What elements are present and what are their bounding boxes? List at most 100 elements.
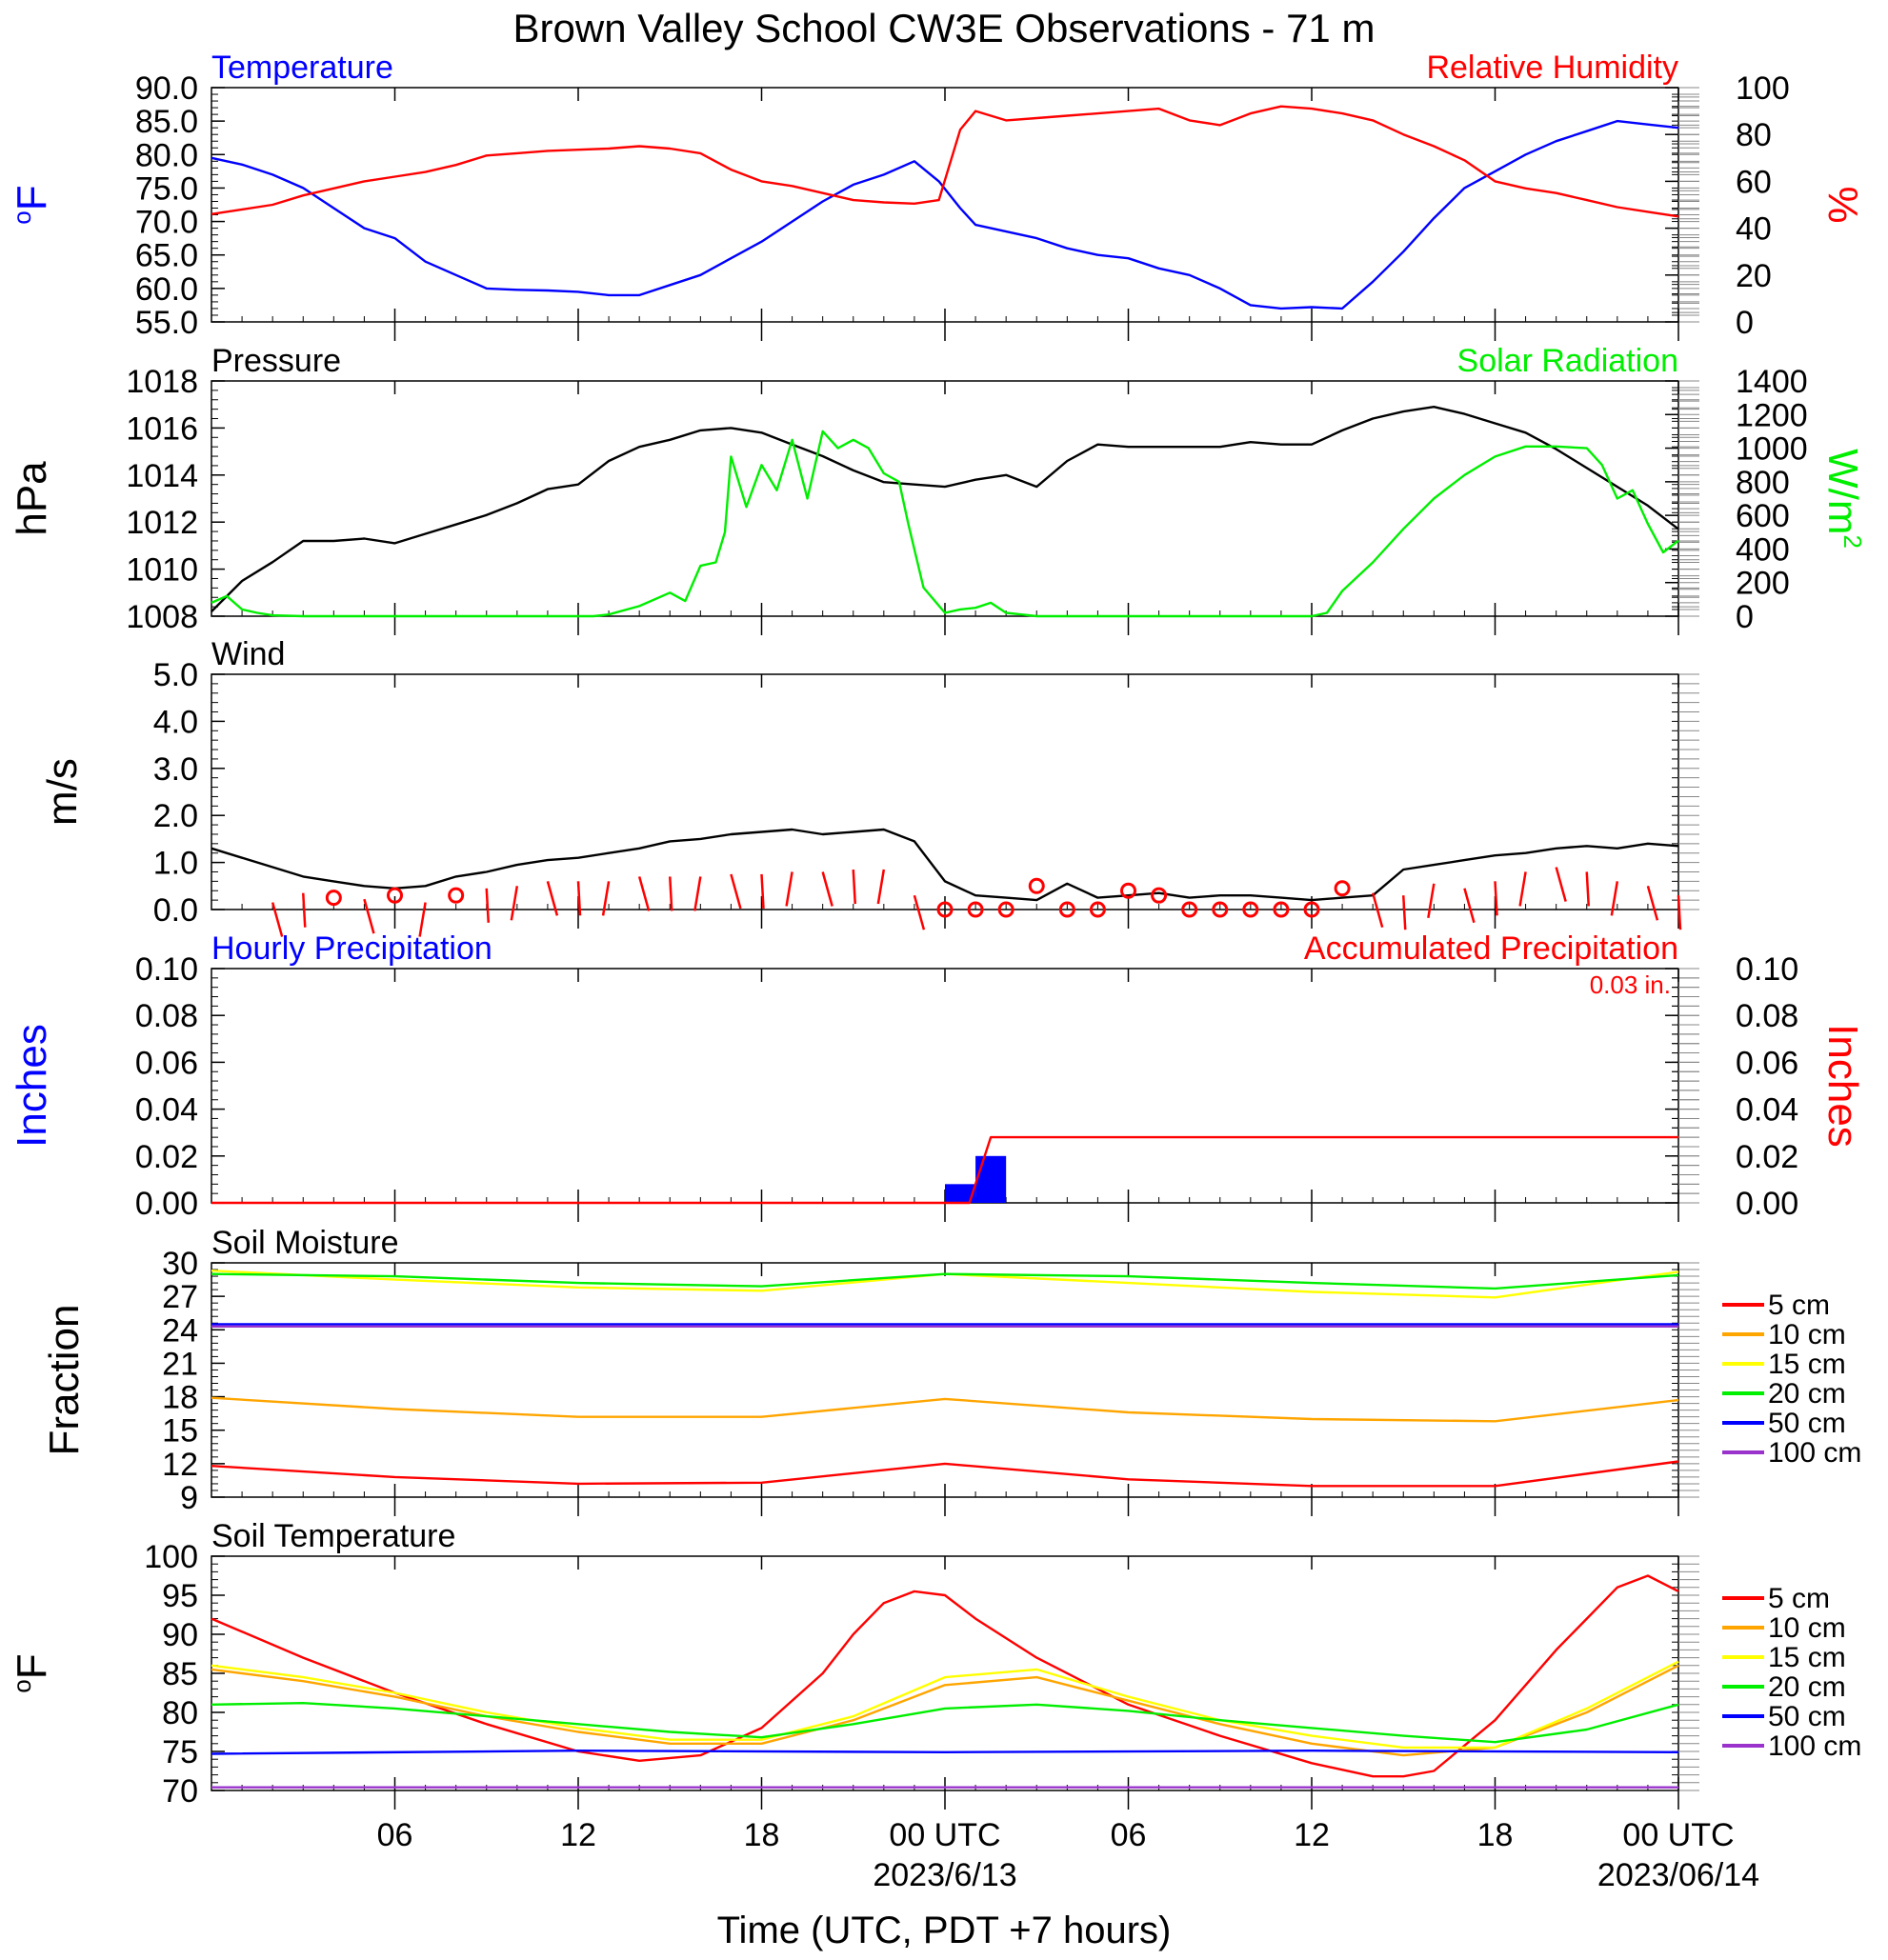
y-axis-label: hPa: [9, 461, 55, 536]
y2-tick-label: 400: [1736, 531, 1790, 568]
y2-tick-label: 200: [1736, 566, 1790, 602]
panel-right-title: Solar Radiation: [1457, 343, 1678, 379]
y-tick-label: 12: [162, 1447, 198, 1483]
wind-calm-marker: [387, 887, 403, 904]
legend-label: 50 cm: [1768, 1701, 1846, 1732]
y2-tick-label: 1400: [1736, 364, 1808, 400]
wind-calm-marker: [997, 901, 1014, 918]
legend-label: 100 cm: [1768, 1730, 1861, 1762]
y-tick-label: 1010: [126, 552, 198, 589]
y-axis-label: Fraction: [41, 1305, 88, 1456]
y-tick-label: 30: [162, 1246, 198, 1282]
series-5-cm: [211, 1574, 1679, 1778]
x-tick-label: 18: [1477, 1817, 1514, 1853]
panel-frame: [211, 380, 1679, 617]
y-tick-label: 70.0: [135, 205, 198, 241]
series-accumulated-precipitation: [211, 1135, 1678, 1205]
wind-barb: [1677, 895, 1682, 930]
y2-tick-label: 1000: [1736, 431, 1808, 468]
x-tick-label: 18: [744, 1817, 780, 1853]
legend-label: 20 cm: [1768, 1671, 1846, 1703]
y-tick-label: 65.0: [135, 238, 198, 274]
hourly-precip-bar: [945, 1184, 976, 1203]
legend-label: 15 cm: [1768, 1642, 1846, 1673]
wind-barb: [785, 871, 793, 907]
y-tick-label: 90.0: [135, 70, 198, 107]
y2-tick-label: 0.00: [1736, 1186, 1798, 1222]
wind-calm-marker: [1334, 880, 1351, 897]
panel-precipitation: Hourly Precipitation Accumulated Precipit…: [9, 930, 1866, 1222]
y-tick-label: 90: [162, 1617, 198, 1653]
y2-tick-label: 60: [1736, 164, 1772, 200]
series-wind: [211, 828, 1679, 902]
x-axis-label: Time (UTC, PDT +7 hours): [717, 1910, 1172, 1951]
legend-label: 20 cm: [1768, 1378, 1846, 1410]
wind-barb: [546, 881, 559, 916]
wind-calm-marker: [1181, 901, 1198, 918]
panel-pressure_solar: Pressure Solar Radiation hPa W/m2 1018 1016 10…: [9, 343, 1867, 635]
panel-right-title: Accumulated Precipitation: [1304, 930, 1678, 967]
y-tick-label: 21: [162, 1346, 198, 1382]
x-tick-label: 12: [1294, 1817, 1330, 1853]
panel-left-title: Soil Moisture: [211, 1225, 399, 1261]
series-10-cm: [211, 1664, 1679, 1757]
series-20-cm: [211, 1701, 1679, 1744]
y2-tick-label: 0: [1736, 305, 1754, 341]
x-tick-label: 06: [377, 1817, 413, 1853]
y-tick-label: 9: [180, 1480, 198, 1516]
wind-calm-marker: [448, 887, 465, 904]
y2-axis-label: Inches: [1819, 1024, 1866, 1148]
y2-tick-label: 80: [1736, 117, 1772, 153]
y-tick-label: 85: [162, 1656, 198, 1692]
wind-barb: [418, 902, 427, 937]
panel-frame: [211, 968, 1679, 1204]
wind-barb: [821, 871, 834, 907]
legend-label: 50 cm: [1768, 1408, 1846, 1439]
y-tick-label: 4.0: [153, 704, 198, 740]
series-20-cm: [211, 1272, 1679, 1290]
y-axis-label: m/s: [39, 758, 86, 826]
y2-tick-label: 20: [1736, 258, 1772, 294]
wind-barb: [1610, 881, 1619, 916]
wind-barb: [730, 873, 742, 910]
y-tick-label: 70: [162, 1773, 198, 1810]
y-tick-label: 55.0: [135, 305, 198, 341]
wind-calm-marker: [1120, 882, 1136, 899]
y2-axis-label: %: [1819, 186, 1866, 223]
panel-left-title: Soil Temperature: [211, 1518, 455, 1554]
y-tick-label: 0.08: [135, 998, 198, 1034]
series-5-cm: [211, 1460, 1679, 1488]
wind-calm-marker: [1058, 901, 1075, 918]
legend-label: 10 cm: [1768, 1319, 1846, 1350]
y2-tick-label: 0.04: [1736, 1092, 1798, 1129]
y2-tick-label: 1200: [1736, 397, 1808, 433]
panel-left-title: Hourly Precipitation: [211, 930, 492, 967]
y-axis-label: oF: [8, 185, 55, 224]
x-date-label: 2023/06/14: [1597, 1857, 1759, 1893]
x-tick-label: 00 UTC: [1622, 1817, 1734, 1853]
y-axis-label: oF: [8, 1653, 55, 1692]
y-tick-label: 3.0: [153, 751, 198, 788]
y-tick-label: 1008: [126, 599, 198, 635]
wind-barb: [760, 873, 765, 910]
y2-tick-label: 0.08: [1736, 998, 1798, 1034]
panel-frame: [211, 1555, 1679, 1791]
wind-barb: [669, 876, 673, 911]
x-tick-label: 12: [560, 1817, 596, 1853]
x-tick-label: 00 UTC: [889, 1817, 1000, 1853]
wind-barb: [1518, 871, 1527, 907]
y-tick-label: 1016: [126, 410, 198, 447]
wind-calm-marker: [1212, 901, 1229, 918]
panel-left-title: Wind: [211, 636, 285, 672]
wind-calm-marker: [325, 890, 342, 907]
accumulated-total-label: 0.03 in.: [1590, 970, 1671, 999]
wind-barb: [1646, 885, 1659, 921]
wind-barb: [485, 888, 490, 923]
y-tick-label: 0.04: [135, 1092, 198, 1129]
